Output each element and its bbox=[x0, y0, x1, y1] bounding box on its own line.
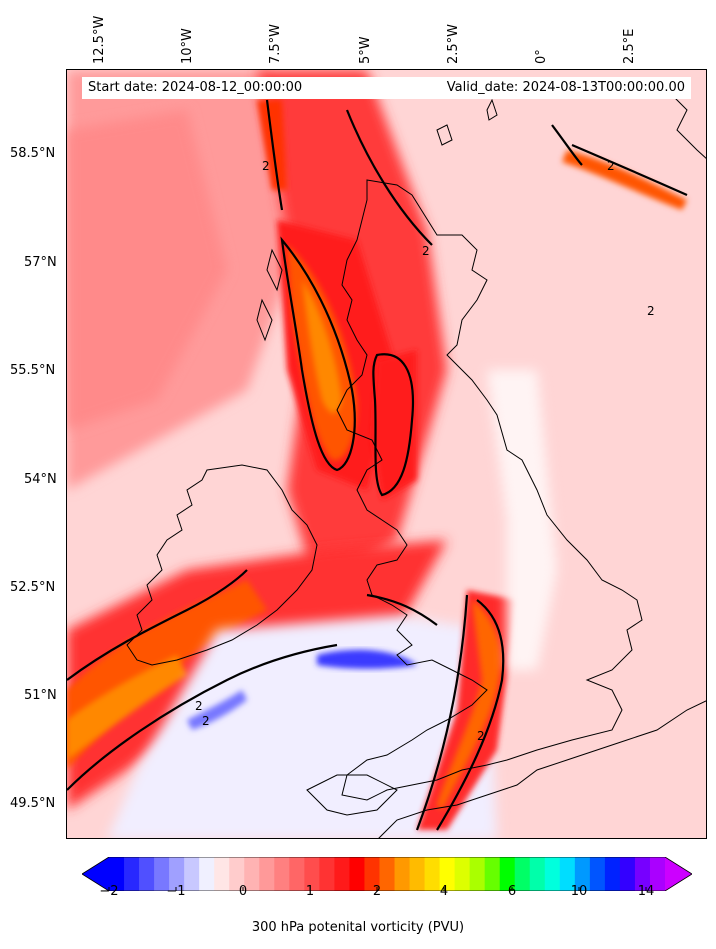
colorbar-cell bbox=[214, 857, 230, 891]
colorbar-cell bbox=[154, 857, 170, 891]
colorbar-cell bbox=[319, 857, 335, 891]
colorbar-cell bbox=[409, 857, 426, 891]
colorbar-cell bbox=[529, 857, 546, 891]
colorbar-cell bbox=[169, 857, 185, 891]
latitude-label: 51°N bbox=[24, 688, 57, 703]
pv-field-map: 2 2 2 2 2 2 2 bbox=[67, 70, 706, 838]
colorbar-tick-label: 0 bbox=[238, 884, 248, 899]
contour-label: 2 bbox=[607, 159, 615, 173]
contour-labels: 2 2 2 2 2 2 2 bbox=[195, 159, 655, 743]
colorbar-cell bbox=[619, 857, 636, 891]
start-date-label: Start date: 2024-08-12_00:00:00 bbox=[88, 80, 303, 95]
colorbar-cell bbox=[289, 857, 305, 891]
colorbar-cell bbox=[304, 857, 320, 891]
colorbar-cell bbox=[649, 857, 666, 891]
map-panel: 2 2 2 2 2 2 2 bbox=[66, 69, 707, 839]
colorbar-cell bbox=[484, 857, 501, 891]
colorbar-cell bbox=[244, 857, 260, 891]
colorbar-cell bbox=[124, 857, 140, 891]
colorbar-cell bbox=[574, 857, 591, 891]
valid-date-label: Valid_date: 2024-08-13T00:00:00.00 bbox=[446, 80, 685, 95]
colorbar-cell bbox=[274, 857, 290, 891]
colorbar-cell bbox=[454, 857, 471, 891]
colorbar-cell bbox=[379, 857, 396, 891]
colorbar-cell bbox=[229, 857, 245, 891]
colorbar-cell bbox=[604, 857, 621, 891]
latitude-label: 54°N bbox=[24, 472, 57, 487]
colorbar-cell bbox=[364, 857, 380, 891]
latitude-label: 49.5°N bbox=[10, 796, 56, 811]
colorbar-cell bbox=[184, 857, 200, 891]
colorbar-tick-label: 10 bbox=[570, 884, 588, 899]
colorbar-cell bbox=[349, 857, 365, 891]
longitude-label: 2.5°W bbox=[446, 23, 461, 64]
colorbar-tick-label: 2 bbox=[372, 884, 382, 899]
latitude-label: 55.5°N bbox=[10, 363, 56, 378]
colorbar-tick-label: 1 bbox=[305, 884, 315, 899]
contour-wales bbox=[366, 593, 438, 626]
colorbar-tick-label: −2 bbox=[99, 884, 119, 899]
colorbar-cell bbox=[139, 857, 155, 891]
colorbar-cell bbox=[424, 857, 441, 891]
colorbar-tick-label: 14 bbox=[637, 884, 655, 899]
colorbar-cell bbox=[334, 857, 350, 891]
contour-label: 2 bbox=[647, 304, 655, 318]
longitude-label: 12.5°W bbox=[92, 15, 107, 64]
contour-east-scotland bbox=[372, 353, 414, 497]
colorbar-cell bbox=[499, 857, 516, 891]
colorbar-over-arrow bbox=[665, 857, 692, 891]
contour-north-scotland bbox=[265, 99, 433, 246]
pv-2-contours bbox=[67, 99, 688, 831]
colorbar-cell bbox=[199, 857, 215, 891]
ireland-coastline bbox=[126, 464, 318, 666]
contour-label: 2 bbox=[202, 714, 210, 728]
france-coastline bbox=[378, 700, 706, 838]
contour-label: 2 bbox=[195, 699, 203, 713]
colorbar-cell bbox=[259, 857, 275, 891]
longitude-label: 10°W bbox=[180, 28, 195, 64]
date-info-bar: Start date: 2024-08-12_00:00:00 Valid_da… bbox=[82, 77, 691, 99]
contour-england-band bbox=[415, 594, 505, 831]
colorbar-cell bbox=[544, 857, 561, 891]
colorbar-cell bbox=[469, 857, 486, 891]
great-britain-coastline bbox=[336, 179, 643, 801]
longitude-label: 5°W bbox=[358, 36, 373, 64]
contour-north-sea bbox=[551, 124, 688, 197]
colorbar-tick-label: 6 bbox=[507, 884, 517, 899]
pv-shading bbox=[67, 70, 706, 838]
latitude-label: 58.5°N bbox=[10, 146, 56, 161]
colorbar-cell bbox=[394, 857, 411, 891]
norway-coastline bbox=[666, 89, 706, 159]
colorbar-tick-label: −1 bbox=[166, 884, 186, 899]
colorbar-cell bbox=[109, 857, 125, 891]
colorbar-cell bbox=[439, 857, 456, 891]
colorbar-cell bbox=[589, 857, 606, 891]
colorbar-cell bbox=[559, 857, 576, 891]
coastlines bbox=[126, 89, 706, 838]
contour-label: 2 bbox=[422, 244, 430, 258]
contour-irish-band bbox=[67, 569, 338, 791]
orkney-coastline bbox=[436, 98, 498, 146]
contour-label: 2 bbox=[477, 729, 485, 743]
latitude-label: 52.5°N bbox=[10, 580, 56, 595]
colorbar-under-arrow bbox=[82, 857, 109, 891]
longitude-label: 0° bbox=[534, 49, 549, 64]
contour-outer-hebrides bbox=[280, 236, 356, 472]
colorbar-title: 300 hPa potenital vorticity (PVU) bbox=[251, 920, 465, 935]
longitude-label: 7.5°W bbox=[268, 23, 283, 64]
colorbar-tick-label: 4 bbox=[439, 884, 449, 899]
colorbar-cell bbox=[634, 857, 651, 891]
brittany-coastline bbox=[306, 774, 398, 816]
colorbar-cell bbox=[514, 857, 531, 891]
hebrides-coastline bbox=[256, 248, 283, 342]
pv-colorbar bbox=[82, 857, 692, 891]
latitude-label: 57°N bbox=[24, 255, 57, 270]
longitude-label: 2.5°E bbox=[622, 28, 637, 64]
contour-label: 2 bbox=[262, 159, 270, 173]
